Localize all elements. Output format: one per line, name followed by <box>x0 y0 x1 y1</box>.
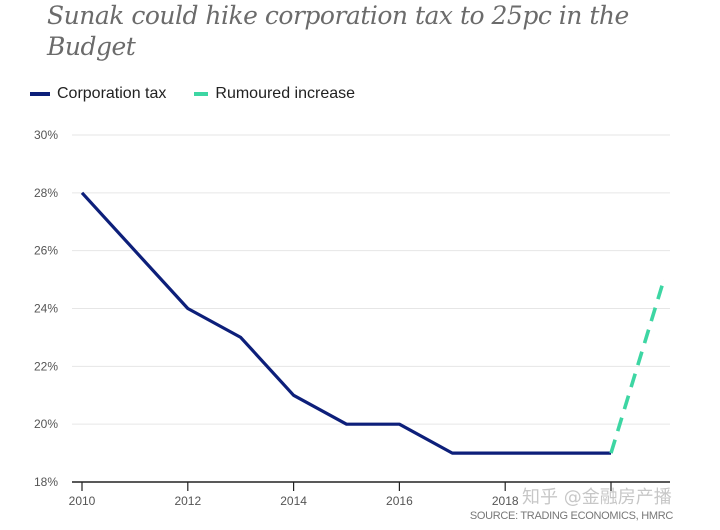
source-note: SOURCE: TRADING ECONOMICS, HMRC <box>470 510 674 522</box>
chart-title: Sunak could hike corporation tax to 25pc… <box>47 1 629 61</box>
y-tick-label: 24% <box>34 302 58 316</box>
watermark-text: 知乎 @金融房产播 <box>522 487 672 508</box>
x-tick-label: 2018 <box>492 494 519 508</box>
y-tick-label: 18% <box>34 475 58 489</box>
y-tick-label: 20% <box>34 417 58 431</box>
legend: Corporation tax Rumoured increase <box>30 83 381 105</box>
y-tick-label: 22% <box>34 359 58 373</box>
x-tick-label: 2016 <box>386 494 413 508</box>
y-tick-label: 30% <box>34 128 58 142</box>
legend-item-rumoured-increase: Rumoured increase <box>192 85 355 103</box>
legend-swatch-corporation-tax <box>30 92 50 96</box>
series-line-corporation-tax <box>80 191 611 455</box>
legend-label: Rumoured increase <box>215 85 356 102</box>
x-tick-label: 2010 <box>69 494 96 508</box>
legend-item-corporation-tax: Corporation tax <box>30 85 166 103</box>
legend-label: Corporation tax <box>57 85 167 102</box>
y-tick-label: 28% <box>34 186 58 200</box>
y-tick-label: 26% <box>34 244 58 258</box>
legend-swatch-rumoured-increase <box>194 92 209 96</box>
x-tick-label: 2014 <box>280 494 307 508</box>
x-tick-label: 2012 <box>174 494 201 508</box>
series-line-rumoured-increase <box>609 279 666 454</box>
